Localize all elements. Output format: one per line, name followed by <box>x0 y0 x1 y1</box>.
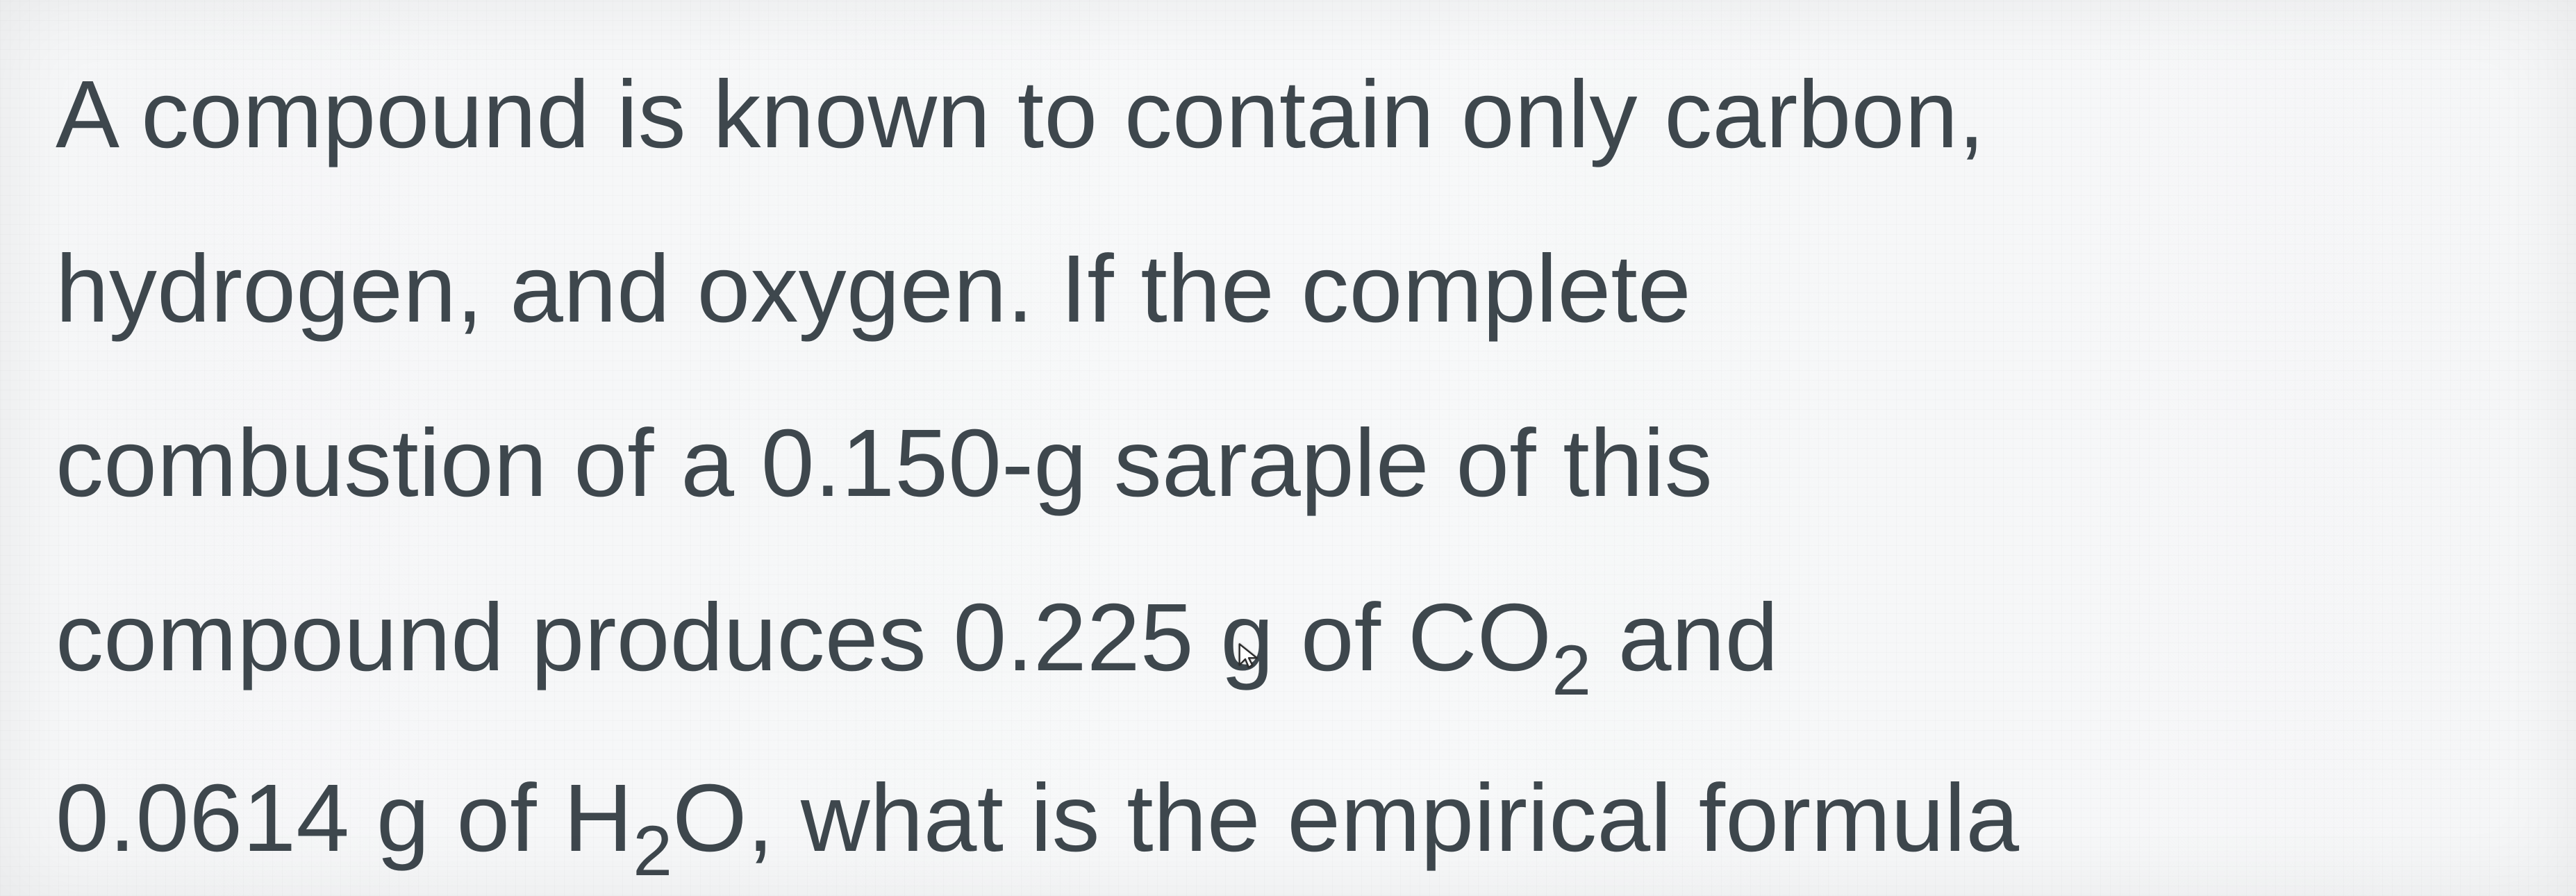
text-segment: A compound is known to contain only carb… <box>56 61 1985 168</box>
text-segment: and <box>1591 584 1778 691</box>
text-segment: combustion of a 0.150-g sar <box>56 410 1247 517</box>
subscript: 2 <box>1552 631 1591 710</box>
text-segment: compound produces 0.225 g of CO <box>56 584 1552 691</box>
text-segment: O, what is the empirical formula <box>672 765 2019 872</box>
question-text: A compound is known to contain only carb… <box>0 0 2576 896</box>
text-segment: 0.0614 g of H <box>56 765 633 872</box>
text-line: A compound is known to contain only carb… <box>56 28 2527 202</box>
text-line: combustion of a 0.150-g saraple of this <box>56 376 2527 551</box>
text-line: hydrogen, and oxygen. If the complete <box>56 202 2527 376</box>
text-segment: hydrogen, and oxygen. If the complete <box>56 235 1691 342</box>
text-segment: aple of this <box>1247 410 1713 517</box>
text-line: compound produces 0.225 g of CO2 and <box>56 551 2527 731</box>
subscript: 2 <box>633 811 672 890</box>
text-line: 0.0614 g of H2O, what is the empirical f… <box>56 731 2527 896</box>
